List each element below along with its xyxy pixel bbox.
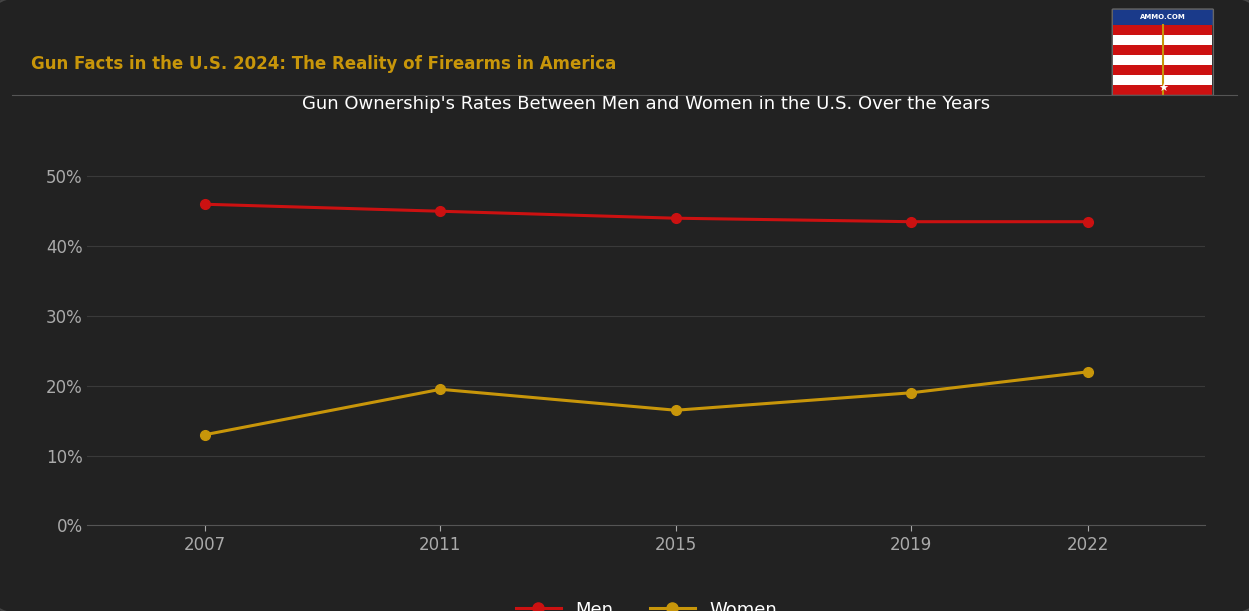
Bar (1113, 54, 1213, 65)
Bar (1113, 75, 1213, 85)
Bar (1113, 24, 1213, 35)
Bar (1113, 35, 1213, 45)
Legend: Men, Women: Men, Women (508, 593, 784, 611)
Text: ★: ★ (1158, 84, 1168, 94)
Bar (1113, 45, 1213, 54)
Bar (1113, 65, 1213, 75)
Text: Gun Facts in the U.S. 2024: The Reality of Firearms in America: Gun Facts in the U.S. 2024: The Reality … (31, 55, 617, 73)
FancyBboxPatch shape (1113, 9, 1213, 25)
Title: Gun Ownership's Rates Between Men and Women in the U.S. Over the Years: Gun Ownership's Rates Between Men and Wo… (302, 95, 990, 114)
Text: AMMO.COM: AMMO.COM (1140, 14, 1185, 20)
Bar (1113, 85, 1213, 95)
